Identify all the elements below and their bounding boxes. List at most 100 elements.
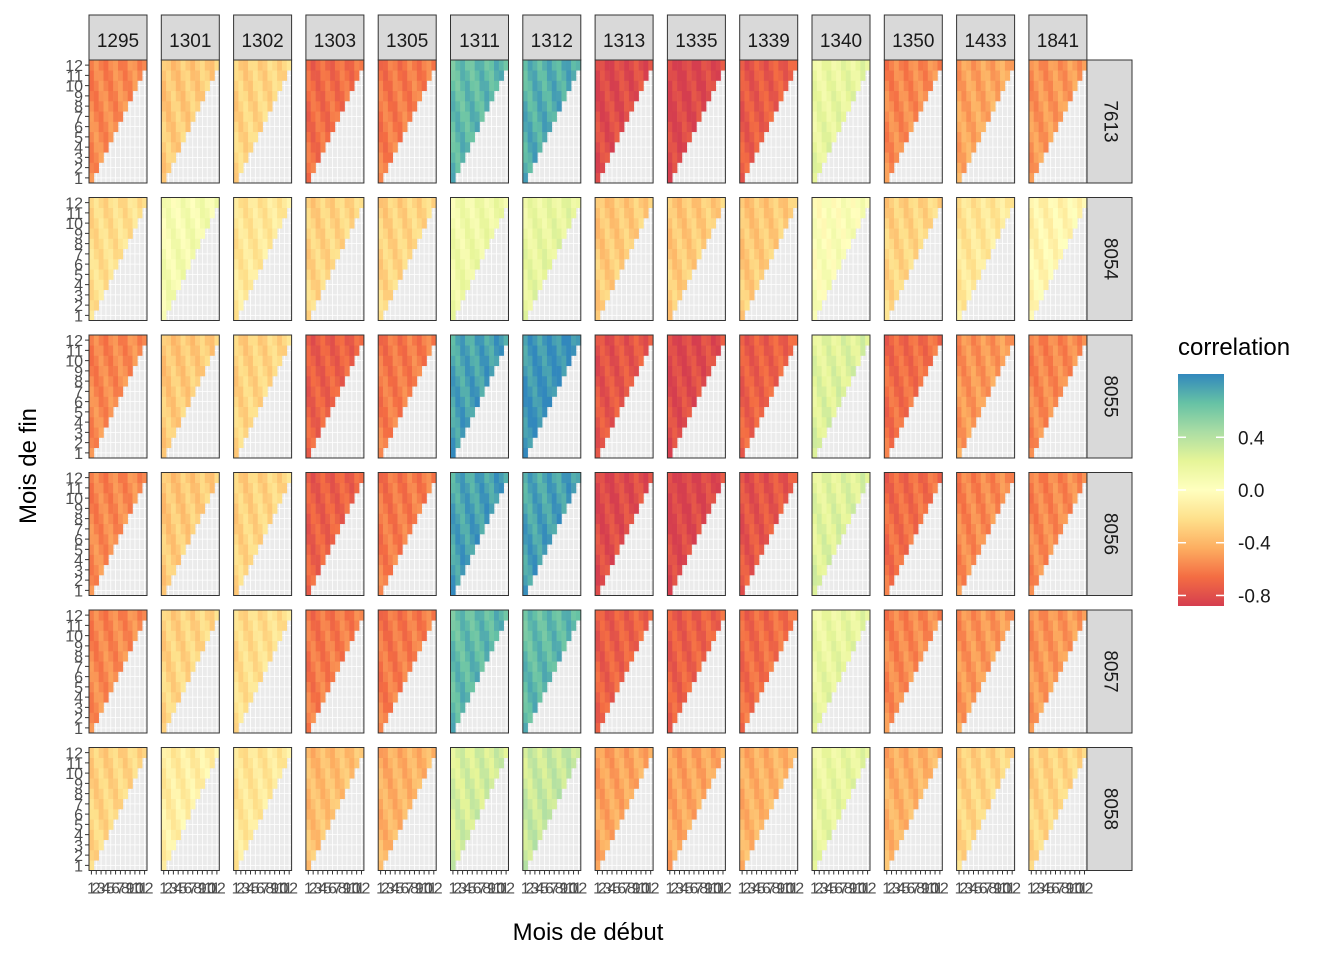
heat-cell [195, 335, 201, 346]
heat-cell [908, 90, 914, 102]
heat-cell [479, 70, 485, 81]
facet-label-column: 1841 [1037, 31, 1079, 52]
heat-cell [185, 90, 191, 102]
heat-cell [990, 60, 996, 71]
heat-cell [98, 345, 104, 356]
heat-cell [893, 152, 900, 163]
heat-cell [248, 228, 254, 239]
heat-cell [397, 70, 403, 81]
heat-cell [556, 70, 562, 81]
heat-cell [330, 482, 336, 494]
heat-cell [889, 238, 895, 250]
heat-cell [170, 248, 177, 260]
heat-cell [754, 248, 760, 260]
heat-cell [865, 60, 871, 71]
heat-cell [450, 396, 456, 408]
heat-cell [180, 238, 186, 250]
heat-cell [604, 248, 610, 260]
heat-cell [599, 238, 606, 250]
heat-cell [161, 218, 167, 229]
heat-cell [532, 218, 538, 229]
heat-cell [749, 228, 755, 239]
heat-cell [889, 279, 895, 291]
heat-cell [89, 90, 95, 102]
heat-cell [975, 396, 982, 408]
heat-cell [966, 152, 972, 163]
heat-cell [1038, 207, 1044, 219]
heat-cell [118, 111, 124, 122]
heat-cell [1062, 90, 1068, 102]
heat-cell [744, 406, 750, 418]
heat-cell [522, 279, 528, 291]
heat-cell [628, 345, 635, 356]
heat-cell [166, 365, 172, 377]
heat-cell [98, 101, 104, 112]
heat-cell [416, 207, 422, 219]
heat-cell [542, 345, 548, 356]
heat-cell [667, 152, 673, 163]
heat-cell [175, 60, 181, 71]
heat-cell [706, 80, 712, 92]
heat-cell [89, 259, 95, 270]
heat-cell [383, 396, 389, 408]
heat-cell [108, 238, 114, 250]
heat-cell [966, 396, 972, 408]
heat-cell [469, 60, 475, 71]
heat-cell [383, 406, 389, 418]
heat-cell [238, 376, 244, 387]
heat-cell [132, 482, 138, 494]
heat-cell [812, 437, 818, 449]
heat-cell [667, 447, 673, 459]
panel-7613-1340 [811, 59, 871, 184]
heat-cell [1033, 248, 1039, 260]
heat-cell [768, 197, 774, 209]
heat-cell [397, 472, 403, 484]
heat-cell [262, 70, 268, 81]
heat-cell [677, 248, 683, 260]
heat-cell [305, 335, 312, 346]
heat-cell [672, 289, 678, 301]
heat-cell [841, 218, 847, 229]
heat-cell [754, 111, 760, 122]
heat-cell [754, 70, 760, 81]
heat-cell [667, 60, 673, 71]
heat-cell [527, 207, 533, 219]
heat-cell [407, 345, 413, 356]
heat-cell [773, 345, 779, 356]
heat-cell [527, 111, 533, 122]
heat-cell [561, 70, 567, 81]
heat-cell [277, 335, 283, 346]
heat-cell [841, 60, 847, 71]
heat-cell [127, 472, 133, 484]
heat-cell [961, 335, 967, 346]
heat-cell [1000, 335, 1006, 346]
heat-cell [469, 238, 475, 250]
heat-cell [248, 90, 254, 102]
heat-cell [320, 101, 326, 112]
heat-cell [1043, 131, 1049, 143]
heat-cell [315, 472, 321, 484]
panel-8055-1841 [1028, 334, 1088, 459]
heat-cell [1072, 70, 1078, 81]
heat-cell [185, 121, 191, 133]
heat-cell [108, 80, 114, 92]
heat-cell [850, 335, 856, 346]
heat-cell [103, 396, 109, 408]
heat-cell [903, 355, 909, 367]
heat-cell [450, 111, 456, 122]
heat-cell [103, 90, 109, 102]
heat-cell [551, 355, 557, 367]
heat-cell [190, 386, 196, 397]
heat-cell [889, 396, 895, 408]
heat-cell [238, 300, 244, 311]
heat-cell [527, 269, 533, 280]
heat-cell [161, 228, 167, 239]
heat-cell [749, 152, 755, 163]
heat-cell [238, 427, 244, 438]
heat-cell [479, 386, 485, 397]
heat-cell [537, 406, 543, 418]
heat-cell [305, 503, 312, 514]
heat-cell [556, 218, 562, 229]
heat-cell [749, 289, 755, 301]
heat-cell [831, 70, 837, 81]
